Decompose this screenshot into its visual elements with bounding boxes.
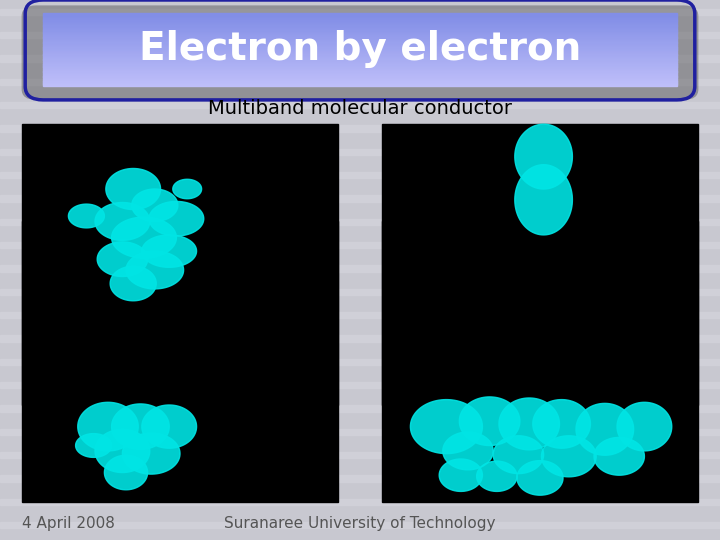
Bar xyxy=(0,475,720,482)
Polygon shape xyxy=(149,201,204,236)
Bar xyxy=(0,242,720,248)
Bar xyxy=(43,18,677,21)
Bar xyxy=(43,13,677,16)
Bar xyxy=(43,59,677,62)
Bar xyxy=(0,55,720,62)
Bar xyxy=(382,221,698,502)
Text: Suranaree University of Technology: Suranaree University of Technology xyxy=(224,516,496,531)
Text: Multiband molecular conductor: Multiband molecular conductor xyxy=(208,98,512,118)
Polygon shape xyxy=(477,461,517,491)
Polygon shape xyxy=(78,402,138,451)
Bar xyxy=(0,359,720,365)
Bar xyxy=(0,148,720,155)
Text: 4 April 2008: 4 April 2008 xyxy=(22,516,114,531)
Bar xyxy=(43,37,677,40)
Polygon shape xyxy=(112,404,169,449)
Polygon shape xyxy=(126,251,184,289)
Polygon shape xyxy=(95,429,150,472)
Polygon shape xyxy=(76,434,112,457)
Bar xyxy=(43,52,677,55)
Bar xyxy=(43,84,677,86)
Bar xyxy=(382,124,698,405)
Bar xyxy=(43,62,677,65)
Bar xyxy=(0,195,720,202)
Polygon shape xyxy=(112,217,176,258)
Bar xyxy=(43,47,677,50)
Polygon shape xyxy=(594,437,644,475)
Bar xyxy=(43,15,677,18)
Bar xyxy=(22,124,338,405)
Bar xyxy=(0,265,720,272)
Bar xyxy=(0,288,720,295)
Bar xyxy=(43,20,677,23)
Polygon shape xyxy=(68,204,104,228)
Polygon shape xyxy=(533,400,590,448)
Polygon shape xyxy=(515,124,572,189)
Polygon shape xyxy=(576,403,634,455)
Bar xyxy=(43,64,677,67)
Polygon shape xyxy=(142,405,197,448)
Polygon shape xyxy=(106,168,161,210)
Polygon shape xyxy=(142,235,197,267)
Text: Electron by electron: Electron by electron xyxy=(139,30,581,68)
Bar xyxy=(43,40,677,43)
Polygon shape xyxy=(493,436,544,474)
Bar xyxy=(0,125,720,132)
Polygon shape xyxy=(110,266,156,301)
Bar xyxy=(0,172,720,178)
Bar xyxy=(43,66,677,70)
Bar xyxy=(0,9,720,15)
Bar xyxy=(0,219,720,225)
Polygon shape xyxy=(173,179,202,199)
Bar xyxy=(43,81,677,84)
Bar xyxy=(43,55,677,57)
Polygon shape xyxy=(410,400,482,454)
Bar xyxy=(0,79,720,85)
Polygon shape xyxy=(517,461,563,495)
Bar xyxy=(0,405,720,411)
Bar xyxy=(43,71,677,75)
Polygon shape xyxy=(515,165,572,235)
Bar xyxy=(0,312,720,319)
Bar xyxy=(0,382,720,388)
Bar xyxy=(43,25,677,28)
Polygon shape xyxy=(439,459,482,491)
Bar xyxy=(43,28,677,30)
Polygon shape xyxy=(499,398,559,450)
Polygon shape xyxy=(95,202,150,240)
Bar xyxy=(43,74,677,77)
Bar xyxy=(22,221,338,502)
Polygon shape xyxy=(122,433,180,474)
Bar xyxy=(43,45,677,48)
Polygon shape xyxy=(617,402,672,451)
Bar xyxy=(43,79,677,82)
Bar xyxy=(0,522,720,528)
Polygon shape xyxy=(443,432,493,470)
Bar xyxy=(43,30,677,33)
Bar xyxy=(0,32,720,38)
Polygon shape xyxy=(104,455,148,490)
Bar xyxy=(43,42,677,45)
FancyBboxPatch shape xyxy=(22,5,698,100)
Bar xyxy=(43,76,677,79)
Bar xyxy=(43,57,677,60)
Bar xyxy=(0,429,720,435)
Bar xyxy=(43,69,677,72)
Bar xyxy=(43,35,677,38)
Bar xyxy=(0,102,720,109)
Bar xyxy=(43,23,677,25)
Polygon shape xyxy=(97,242,148,276)
Bar xyxy=(0,452,720,458)
Polygon shape xyxy=(541,436,596,477)
Bar xyxy=(43,32,677,36)
Bar xyxy=(0,335,720,342)
Polygon shape xyxy=(132,189,178,221)
Polygon shape xyxy=(459,397,520,445)
Bar xyxy=(43,50,677,52)
Bar xyxy=(0,498,720,505)
